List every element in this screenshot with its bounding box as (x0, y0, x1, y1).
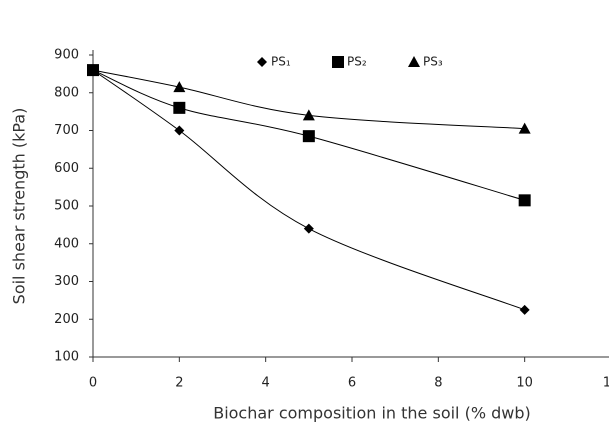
y-tick-label: 600 (54, 161, 79, 176)
y-tick-label: 500 (54, 199, 79, 214)
data-point (173, 101, 186, 114)
x-tick-label: 12 (603, 376, 609, 391)
data-point (518, 122, 531, 134)
data-point (303, 223, 314, 234)
legend-label: PS₁ (271, 55, 291, 69)
legend-marker (257, 57, 267, 67)
y-tick-label: 800 (54, 85, 79, 100)
y-tick-label: 200 (54, 312, 79, 327)
legend-label: PS₃ (423, 55, 443, 69)
y-tick-label: 400 (54, 236, 79, 251)
x-tick-label: 6 (348, 376, 356, 391)
x-tick-label: 8 (434, 376, 442, 391)
x-tick-label: 0 (89, 376, 97, 391)
legend-marker (332, 56, 344, 68)
trend-line (92, 69, 525, 311)
data-point (519, 304, 530, 315)
x-axis-title: Biochar composition in the soil (% dwb) (213, 404, 531, 423)
data-point (174, 125, 185, 136)
legend-label: PS₂ (347, 55, 367, 69)
data-point (173, 81, 186, 93)
y-tick-label: 700 (54, 123, 79, 138)
y-tick-label: 100 (54, 350, 79, 365)
y-tick-label: 300 (54, 274, 79, 289)
data-point (87, 64, 99, 76)
data-point (518, 194, 531, 207)
legend-marker (408, 56, 420, 67)
x-tick-label: 4 (262, 376, 270, 391)
y-tick-label: 900 (54, 48, 79, 63)
trend-line (92, 69, 525, 130)
x-tick-label: 2 (175, 376, 183, 391)
x-tick-label: 10 (516, 376, 533, 391)
trend-line (92, 69, 525, 201)
y-axis-title: Soil shear strength (kPa) (10, 108, 29, 305)
data-point (302, 109, 315, 121)
data-point (302, 130, 315, 143)
